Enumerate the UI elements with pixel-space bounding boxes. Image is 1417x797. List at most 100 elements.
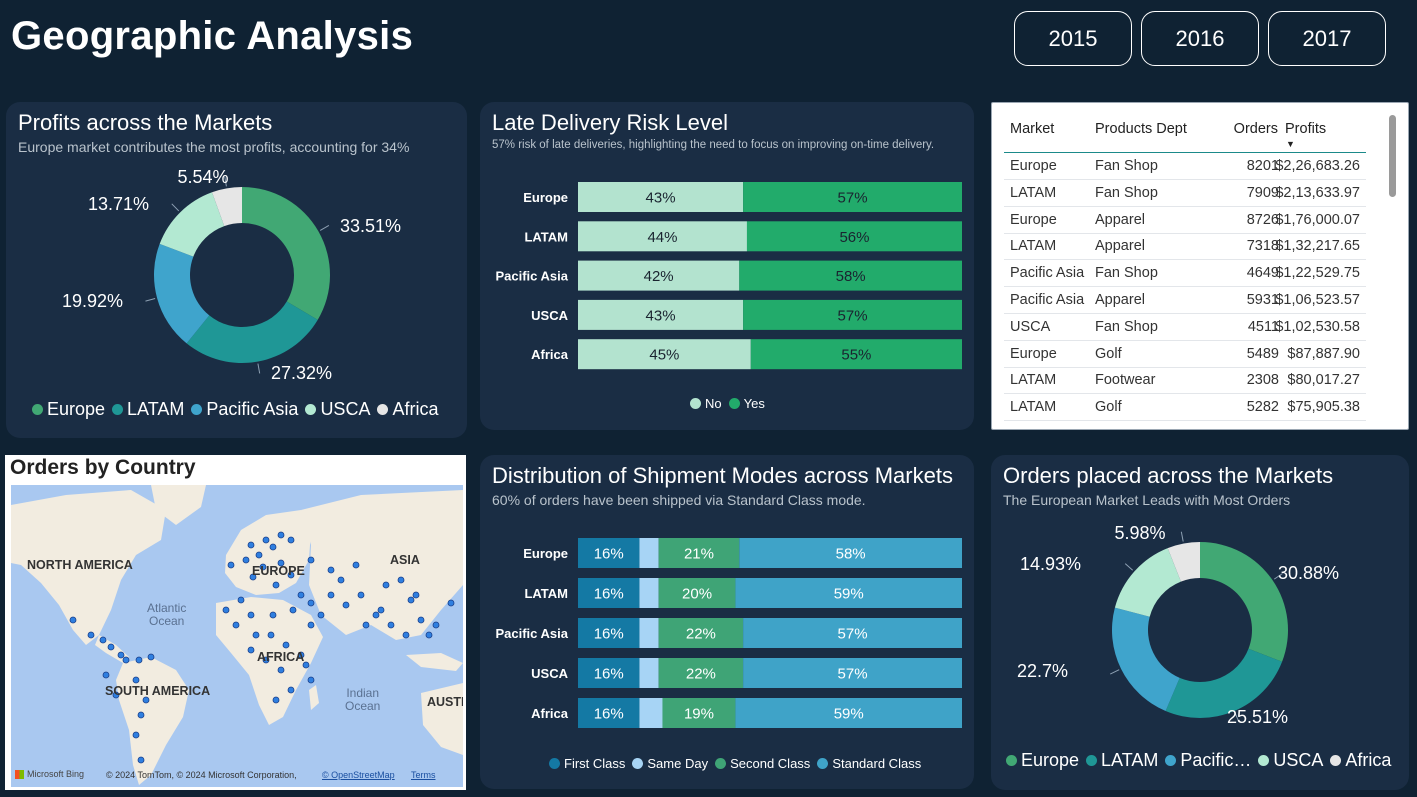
order-marker[interactable] [227,561,235,569]
order-marker[interactable] [247,611,255,619]
donut-slice-africa[interactable] [1167,542,1200,582]
order-marker[interactable] [277,559,285,567]
order-marker[interactable] [317,611,325,619]
bar-segment-first-class[interactable] [578,658,640,688]
order-marker[interactable] [269,611,277,619]
bar-segment-no[interactable] [578,182,744,212]
order-marker[interactable] [262,656,270,664]
order-marker[interactable] [135,656,143,664]
table-row[interactable]: USCA Fan Shop 4511 $1,02,530.58 [1004,314,1366,341]
bar-segment-second-class[interactable] [662,698,736,728]
order-marker[interactable] [327,566,335,574]
bar-segment-standard-class[interactable] [739,538,962,568]
bar-segment-second-class[interactable] [658,618,744,648]
table-row[interactable]: Europe Golf 5489 $87,887.90 [1004,341,1366,368]
order-marker[interactable] [117,651,125,659]
order-marker[interactable] [142,696,150,704]
order-marker[interactable] [357,591,365,599]
header-market[interactable]: Market [1010,121,1055,137]
table-row[interactable]: LATAM Fan Shop 7909 $2,13,633.97 [1004,180,1366,207]
order-marker[interactable] [412,591,420,599]
order-marker[interactable] [297,651,305,659]
legend-standard-class[interactable]: Standard Class [817,756,921,771]
order-marker[interactable] [122,656,130,664]
bar-segment-standard-class[interactable] [735,578,962,608]
order-marker[interactable] [132,676,140,684]
order-marker[interactable] [307,599,315,607]
order-marker[interactable] [432,621,440,629]
table-row[interactable]: Europe Apparel 8726 $1,76,000.07 [1004,207,1366,234]
legend-europe[interactable]: Europe [32,399,105,420]
order-marker[interactable] [137,711,145,719]
bar-segment-first-class[interactable] [578,698,640,728]
legend-yes[interactable]: Yes [728,396,765,411]
year-button-2016[interactable]: 2016 [1141,11,1259,66]
order-marker[interactable] [282,641,290,649]
terms-link[interactable]: Terms [411,770,436,780]
legend-no[interactable]: No [690,396,722,411]
header-products-dept[interactable]: Products Dept [1095,121,1187,137]
order-marker[interactable] [302,661,310,669]
order-marker[interactable] [407,596,415,604]
order-marker[interactable] [272,696,280,704]
bar-segment-first-class[interactable] [578,578,640,608]
order-marker[interactable] [102,671,110,679]
shipment-modes-chart[interactable]: Europe 16% 21% 58% LATAM 16% 20% 59% Pacific Asi… [480,455,974,789]
bar-segment-second-class[interactable] [658,538,740,568]
bar-segment-same-day[interactable] [639,618,659,648]
legend-africa[interactable]: Africa [1330,750,1391,771]
order-marker[interactable] [362,621,370,629]
order-marker[interactable] [99,636,107,644]
bar-segment-first-class[interactable] [578,618,640,648]
order-marker[interactable] [255,551,263,559]
order-marker[interactable] [417,616,425,624]
order-marker[interactable] [297,591,305,599]
donut-slice-pacific-asia[interactable] [1112,607,1180,712]
order-marker[interactable] [289,606,297,614]
bar-segment-same-day[interactable] [639,658,659,688]
order-marker[interactable] [397,576,405,584]
legend-same-day[interactable]: Same Day [632,756,708,771]
order-marker[interactable] [287,571,295,579]
bar-segment-same-day[interactable] [639,538,659,568]
order-marker[interactable] [87,631,95,639]
bar-segment-same-day[interactable] [639,698,663,728]
order-marker[interactable] [277,531,285,539]
order-marker[interactable] [382,581,390,589]
order-marker[interactable] [327,591,335,599]
legend-pacific-asia[interactable]: Pacific… [1165,750,1251,771]
order-marker[interactable] [107,643,115,651]
table-row[interactable]: Pacific Asia Apparel 5931 $1,06,523.57 [1004,287,1366,314]
order-marker[interactable] [342,601,350,609]
bar-segment-standard-class[interactable] [743,618,962,648]
legend-second-class[interactable]: Second Class [715,756,810,771]
order-marker[interactable] [402,631,410,639]
year-button-2015[interactable]: 2015 [1014,11,1132,66]
order-marker[interactable] [242,556,250,564]
order-marker[interactable] [137,756,145,764]
order-marker[interactable] [147,653,155,661]
order-marker[interactable] [372,611,380,619]
order-marker[interactable] [237,596,245,604]
bar-segment-standard-class[interactable] [735,698,962,728]
table-scrollbar[interactable] [1389,115,1396,197]
table-row[interactable]: LATAM Golf 5282 $75,905.38 [1004,394,1366,422]
header-profits[interactable]: Profits [1285,121,1327,137]
order-marker[interactable] [269,543,277,551]
header-orders[interactable]: Orders [1233,121,1278,137]
donut-slice-pacific-asia[interactable] [153,243,210,344]
osm-link[interactable]: © OpenStreetMap [322,770,395,780]
order-marker[interactable] [272,581,280,589]
donut-slice-europe[interactable] [242,187,330,320]
order-marker[interactable] [307,676,315,684]
profits-donut-chart[interactable]: 33.51% 27.32% 19.92% 13.71% 5.54% [6,102,467,438]
bar-segment-yes[interactable] [743,182,962,212]
legend-latam[interactable]: LATAM [112,399,184,420]
table-row[interactable]: LATAM Apparel 7318 $1,32,217.65 [1004,233,1366,261]
order-marker[interactable] [425,631,433,639]
bar-segment-no[interactable] [578,221,747,252]
legend-africa[interactable]: Africa [377,399,438,420]
world-map[interactable]: NORTH AMERICA SOUTH AMERICA EUROPE AFRIC… [11,485,463,787]
bar-segment-standard-class[interactable] [743,658,962,688]
bar-segment-no[interactable] [578,260,740,291]
